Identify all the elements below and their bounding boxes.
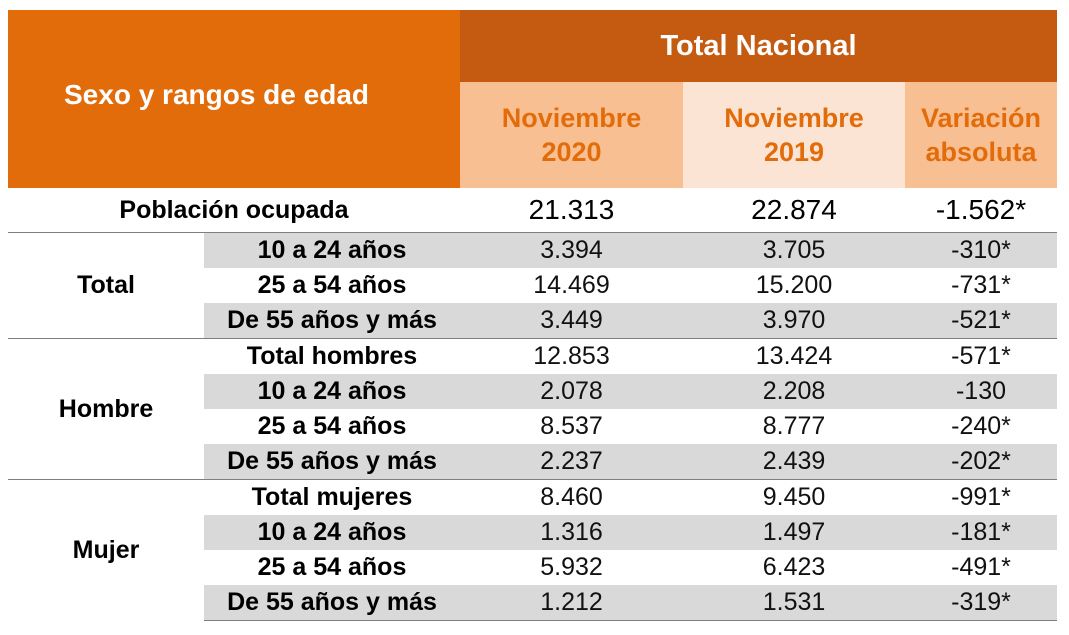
value-2019: 9.450 xyxy=(683,479,905,515)
value-2020: 14.469 xyxy=(533,271,610,299)
value-2019: 3.705 xyxy=(683,232,905,268)
table-row: Total 10 a 24 años 3.394 3.705 -310* xyxy=(8,232,1058,339)
table-row-main: Población ocupada 21.313 22.874 -1.562* xyxy=(8,188,1057,233)
table-row: 10 a 24 años 2.078 2.208 -130 xyxy=(8,374,1058,409)
value-variation: -130 xyxy=(905,374,1058,409)
value-2020: 2.078 xyxy=(460,374,683,409)
row-label: 10 a 24 años xyxy=(204,374,460,409)
row-label: Total mujeres xyxy=(204,479,460,515)
value-2019: 1.497 xyxy=(683,515,905,550)
table-row: 10 a 24 años 1.316 1.497 -181* xyxy=(8,515,1058,550)
table-row: De 55 años y más 3.449 3.970 -521* xyxy=(8,303,1058,339)
value-2020: 5.932 xyxy=(540,553,603,581)
value-variation: -181* xyxy=(905,515,1058,550)
column-header-line1: Variación xyxy=(920,103,1042,133)
table-row: Mujer Total mujeres 8.460 9.450 -991* xyxy=(8,479,1058,621)
table-row: De 55 años y más 2.237 2.439 -202* xyxy=(8,444,1058,480)
value-variation: -571* xyxy=(905,338,1058,374)
row-label: De 55 años y más xyxy=(204,585,460,621)
table-row: De 55 años y más 1.212 1.531 -319* xyxy=(8,585,1058,621)
value-variation: -521* xyxy=(905,303,1058,339)
value-2020: 8.537 xyxy=(540,412,603,440)
value-2020: 1.316 xyxy=(460,515,683,550)
column-header-variation: Variación absoluta xyxy=(905,82,1058,188)
value-2020: 1.212 xyxy=(460,585,683,621)
row-label: De 55 años y más xyxy=(204,444,460,480)
value-2019: 1.531 xyxy=(683,585,905,621)
column-group-title: Total Nacional xyxy=(460,10,1058,82)
value-2019: 8.777 xyxy=(762,412,826,440)
employment-table: Sexo y rangos de edad Total Nacional Nov… xyxy=(8,10,1058,621)
value-variation: -310* xyxy=(905,232,1058,268)
value-2019: 6.423 xyxy=(762,553,826,581)
row-label: 25 a 54 años xyxy=(257,412,407,440)
row-label: De 55 años y más xyxy=(204,303,460,339)
value-2020: 2.237 xyxy=(460,444,683,480)
value-variation: -202* xyxy=(905,444,1058,480)
value-variation: -240* xyxy=(951,412,1011,440)
value-2019: 2.439 xyxy=(683,444,905,480)
value-2019: 2.208 xyxy=(683,374,905,409)
main-value-2020: 21.313 xyxy=(528,194,615,225)
value-2020: 3.394 xyxy=(460,232,683,268)
row-label: 25 a 54 años xyxy=(257,271,407,299)
main-row-label: Población ocupada xyxy=(119,195,349,224)
value-variation: -731* xyxy=(951,271,1011,299)
column-header-nov-2020: Noviembre 2020 xyxy=(460,82,683,188)
row-label: 10 a 24 años xyxy=(204,232,460,268)
value-variation: -491* xyxy=(951,553,1011,581)
main-value-2019: 22.874 xyxy=(751,194,837,225)
group-label-total: Total xyxy=(8,232,204,339)
column-header-line2: 2020 xyxy=(541,137,602,167)
row-header: Sexo y rangos de edad xyxy=(8,10,460,188)
column-header-line1: Noviembre xyxy=(724,103,864,133)
group-label-mujer: Mujer xyxy=(8,479,204,621)
value-variation: -319* xyxy=(905,585,1058,621)
row-label: Total hombres xyxy=(204,338,460,374)
table-row: Hombre Total hombres 12.853 13.424 -571* xyxy=(8,338,1058,480)
table-row: 25 a 54 años 8.537 8.777 -240* xyxy=(8,409,1057,444)
row-label: 10 a 24 años xyxy=(204,515,460,550)
value-2020: 3.449 xyxy=(460,303,683,339)
group-label-hombre: Hombre xyxy=(8,338,204,480)
main-value-variation: -1.562* xyxy=(935,194,1027,225)
value-2019: 15.200 xyxy=(755,271,833,299)
column-header-nov-2019: Noviembre 2019 xyxy=(683,82,905,188)
table-row: 25 a 54 años 14.469 15.200 -731* xyxy=(8,268,1057,303)
value-2019: 3.970 xyxy=(683,303,905,339)
column-header-line2: absoluta xyxy=(925,137,1037,167)
column-header-line2: 2019 xyxy=(763,137,825,167)
table-row: 25 a 54 años 5.932 6.423 -491* xyxy=(8,550,1057,585)
value-2019: 13.424 xyxy=(683,338,905,374)
value-2020: 8.460 xyxy=(460,479,683,515)
column-header-line1: Noviembre xyxy=(501,103,642,133)
value-variation: -991* xyxy=(905,479,1058,515)
row-label: 25 a 54 años xyxy=(257,553,407,581)
value-2020: 12.853 xyxy=(460,338,683,374)
